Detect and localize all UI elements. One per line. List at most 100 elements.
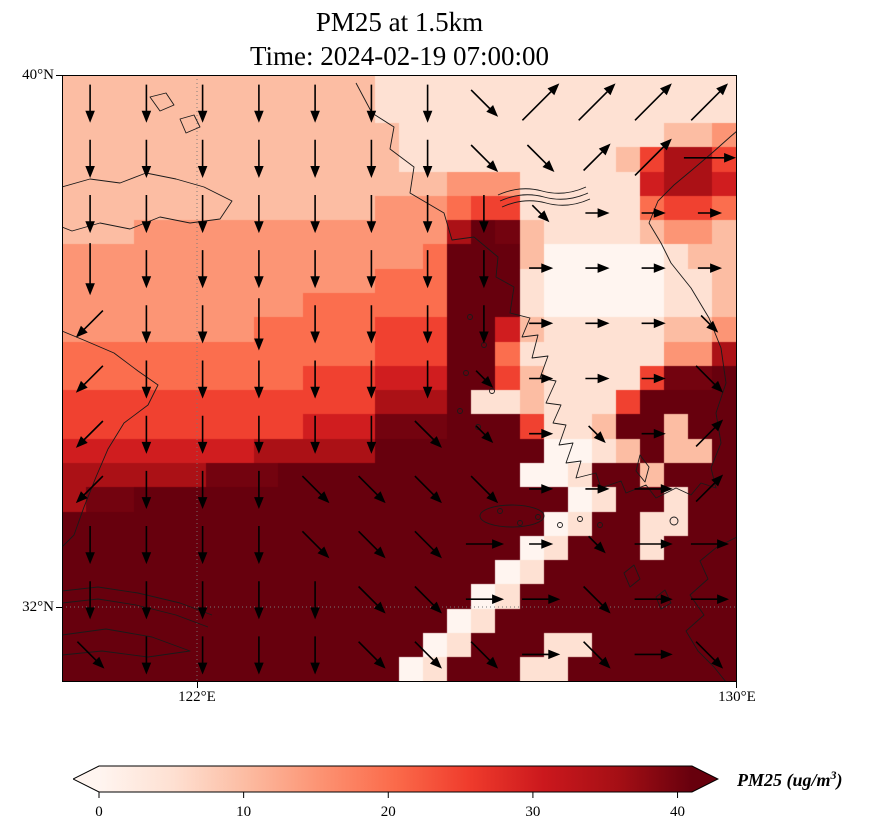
wind-arrow xyxy=(197,636,208,675)
wind-arrow xyxy=(414,530,442,559)
wind-arrow xyxy=(310,195,320,234)
wind-arrow xyxy=(695,365,724,393)
wind-arrow xyxy=(475,370,494,388)
wind-arrow xyxy=(310,636,320,675)
wind-arrow xyxy=(85,526,95,565)
wind-arrow xyxy=(414,420,442,448)
wind-arrow xyxy=(422,250,433,289)
colorbar-extend-max xyxy=(692,766,718,792)
wind-arrow xyxy=(85,243,95,296)
wind-arrow xyxy=(470,89,499,117)
xtick-label-130e: 130°E xyxy=(718,689,756,705)
colorbar-tick-label: 0 xyxy=(95,804,103,820)
pm25-heatmap-canvas xyxy=(62,75,737,682)
wind-arrow xyxy=(634,138,672,176)
wind-arrow xyxy=(479,305,489,344)
wind-arrow xyxy=(197,526,208,565)
wind-arrow xyxy=(301,475,330,504)
wind-arrow xyxy=(141,139,152,178)
wind-arrow xyxy=(254,360,264,399)
colorbar-body xyxy=(99,766,692,792)
colorbar-tick-label: 30 xyxy=(525,804,541,820)
wind-arrow xyxy=(254,139,264,178)
wind-arrow xyxy=(366,195,377,234)
wind-arrow xyxy=(529,318,554,329)
xtick-mark-130e xyxy=(736,682,737,688)
wind-arrow xyxy=(529,428,554,439)
wind-arrow xyxy=(522,594,561,604)
wind-arrow xyxy=(197,84,208,123)
colorbar-tick-label: 20 xyxy=(380,804,396,820)
wind-arrow xyxy=(641,318,666,329)
wind-arrow xyxy=(585,484,610,494)
wind-arrow xyxy=(310,305,320,344)
wind-arrow xyxy=(422,84,433,123)
colorbar-label-text: PM25 (ug/m xyxy=(737,770,831,790)
wind-arrow xyxy=(422,305,433,344)
ytick-label-40n: 40°N xyxy=(22,67,54,83)
wind-arrow xyxy=(197,195,208,234)
wind-arrow xyxy=(465,539,505,549)
title-line1: PM25 at 1.5km xyxy=(315,7,484,37)
map-overlay xyxy=(62,75,737,682)
wind-arrow xyxy=(470,475,499,504)
wind-arrow xyxy=(697,208,723,218)
wind-arrow xyxy=(366,360,377,399)
wind-arrow xyxy=(310,139,320,178)
wind-arrow xyxy=(695,474,724,503)
wind-arrow xyxy=(641,263,666,273)
wind-arrow xyxy=(75,420,104,448)
wind-arrow xyxy=(422,360,433,399)
wind-arrow xyxy=(197,470,208,510)
wind-arrow xyxy=(254,636,264,675)
wind-arrow xyxy=(470,641,499,669)
wind-arrow xyxy=(526,144,555,173)
wind-arrow xyxy=(254,298,264,351)
wind-arrow xyxy=(141,250,152,289)
wind-arrow xyxy=(583,585,611,614)
wind-arrow xyxy=(358,475,386,504)
wind-arrow xyxy=(141,415,152,454)
wind-arrow xyxy=(75,475,104,504)
wind-arrow xyxy=(529,263,554,273)
wind-arrow xyxy=(310,250,320,289)
colorbar: 0 10 20 30 40 PM25 (ug/m3) xyxy=(71,764,871,836)
wind-arrow xyxy=(358,530,386,559)
wind-arrow xyxy=(585,318,610,329)
wind-arrow xyxy=(634,539,673,549)
map-plot-area xyxy=(62,75,737,682)
wind-arrow xyxy=(254,526,264,565)
wind-arrow xyxy=(641,373,666,384)
wind-arrow xyxy=(310,360,320,399)
xtick-label-122e: 122°E xyxy=(178,689,216,705)
gridlines xyxy=(62,75,737,682)
wind-arrow xyxy=(75,310,104,338)
wind-arrow xyxy=(585,373,610,384)
wind-arrow xyxy=(422,195,433,234)
wind-arrow xyxy=(141,636,152,675)
wind-arrow xyxy=(141,470,152,510)
wind-arrow xyxy=(634,484,673,494)
wind-arrow xyxy=(479,195,489,234)
wind-arrow xyxy=(254,470,264,510)
wind-arrow xyxy=(310,415,320,454)
wind-arrow xyxy=(197,139,208,178)
wind-arrow xyxy=(310,581,320,620)
coastlines xyxy=(62,82,737,682)
wind-arrow xyxy=(254,250,264,289)
wind-arrow xyxy=(529,373,554,384)
wind-arrow xyxy=(414,585,442,614)
wind-arrow xyxy=(85,84,95,123)
wind-arrow xyxy=(475,425,494,444)
wind-arrow xyxy=(578,83,616,121)
wind-arrow xyxy=(690,539,730,549)
wind-arrow xyxy=(141,305,152,344)
wind-arrow xyxy=(141,195,152,234)
ytick-mark-40n xyxy=(56,75,62,76)
xtick-mark-122e xyxy=(197,682,198,688)
wind-arrow xyxy=(529,484,554,494)
wind-arrow xyxy=(366,250,377,289)
wind-arrow xyxy=(479,250,489,289)
wind-arrow xyxy=(634,649,673,660)
